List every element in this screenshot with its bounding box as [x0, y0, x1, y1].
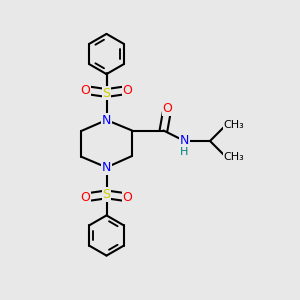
Text: N: N: [180, 134, 189, 148]
Text: O: O: [123, 191, 132, 204]
Text: O: O: [163, 102, 172, 115]
Text: O: O: [123, 83, 132, 97]
Text: H: H: [180, 141, 189, 151]
Text: N: N: [102, 161, 111, 174]
Text: O: O: [81, 83, 90, 97]
Text: N: N: [180, 134, 189, 148]
Text: CH₃: CH₃: [224, 119, 244, 130]
Text: N: N: [102, 113, 111, 127]
Text: O: O: [81, 191, 90, 204]
Text: CH₃: CH₃: [224, 152, 244, 163]
Text: S: S: [103, 86, 110, 100]
Text: S: S: [103, 188, 110, 201]
Text: H: H: [180, 147, 189, 158]
